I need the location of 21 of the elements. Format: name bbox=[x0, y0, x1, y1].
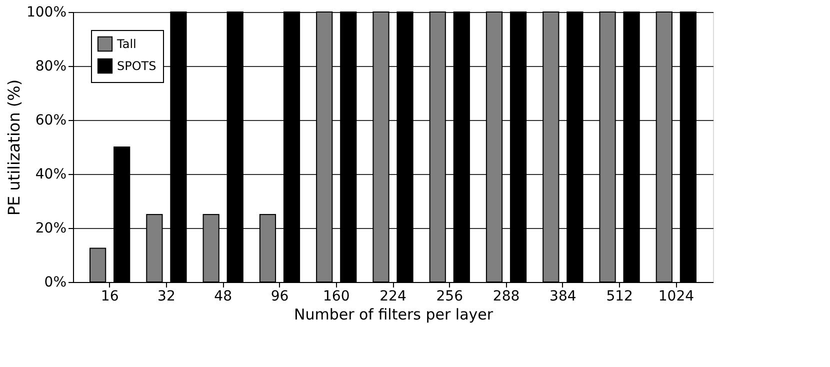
x-tick-label: 224 bbox=[380, 288, 406, 304]
x-tick-label: 160 bbox=[322, 288, 350, 304]
x-tick-label: 96 bbox=[270, 288, 289, 304]
y-axis-title: PE utilization (%) bbox=[4, 79, 24, 216]
x-tick-label: 256 bbox=[436, 288, 464, 304]
y-tick-label: 100% bbox=[26, 4, 66, 20]
x-tick-label: 32 bbox=[158, 288, 176, 304]
x-tick-label: 512 bbox=[606, 288, 633, 304]
x-tick-label: 48 bbox=[214, 288, 232, 304]
legend-label: SPOTS bbox=[117, 59, 156, 73]
x-tick-label: 16 bbox=[100, 288, 119, 304]
x-axis-title: Number of filters per layer bbox=[294, 306, 494, 324]
y-tick-label: 40% bbox=[35, 166, 66, 182]
y-tick-label: 0% bbox=[44, 274, 66, 290]
y-tick-label: 60% bbox=[35, 112, 66, 128]
y-tick-label: 80% bbox=[35, 58, 66, 74]
x-tick-label: 1024 bbox=[658, 288, 694, 304]
y-tick-label: 20% bbox=[35, 220, 66, 236]
legend-label: Tall bbox=[116, 37, 136, 51]
x-tick-label: 288 bbox=[492, 288, 520, 304]
x-tick-label: 384 bbox=[550, 288, 576, 304]
